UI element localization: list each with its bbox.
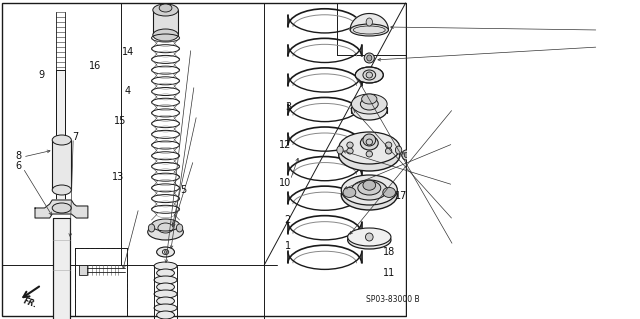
Text: 12: 12 xyxy=(278,140,291,150)
Ellipse shape xyxy=(362,94,377,104)
Ellipse shape xyxy=(159,4,172,12)
Ellipse shape xyxy=(52,135,71,145)
Polygon shape xyxy=(35,200,88,218)
Text: 14: 14 xyxy=(122,47,134,57)
Bar xyxy=(75,248,127,316)
Ellipse shape xyxy=(404,152,408,158)
Ellipse shape xyxy=(360,136,378,150)
Text: FR.: FR. xyxy=(22,296,39,310)
Ellipse shape xyxy=(385,142,392,148)
Bar xyxy=(79,265,86,275)
Ellipse shape xyxy=(339,132,400,164)
Ellipse shape xyxy=(402,150,411,160)
Text: 16: 16 xyxy=(89,61,101,71)
Ellipse shape xyxy=(154,290,177,298)
Ellipse shape xyxy=(148,224,184,240)
Ellipse shape xyxy=(360,98,378,110)
Text: 18: 18 xyxy=(383,247,396,257)
Ellipse shape xyxy=(152,219,180,231)
Ellipse shape xyxy=(341,175,397,205)
Text: 13: 13 xyxy=(112,172,124,182)
Ellipse shape xyxy=(341,180,397,210)
Ellipse shape xyxy=(154,262,177,270)
Text: 7: 7 xyxy=(72,132,79,142)
Ellipse shape xyxy=(363,70,376,80)
Ellipse shape xyxy=(153,29,179,41)
Ellipse shape xyxy=(153,4,179,16)
Text: 9: 9 xyxy=(38,70,45,80)
Ellipse shape xyxy=(337,146,343,154)
Ellipse shape xyxy=(148,224,155,232)
Bar xyxy=(56,70,65,210)
Text: SP03-83000 B: SP03-83000 B xyxy=(366,295,420,305)
Ellipse shape xyxy=(52,203,71,213)
Ellipse shape xyxy=(157,269,175,277)
Ellipse shape xyxy=(366,139,372,145)
Ellipse shape xyxy=(351,94,387,114)
Bar xyxy=(153,10,179,35)
Ellipse shape xyxy=(351,100,387,120)
Ellipse shape xyxy=(347,148,353,154)
Ellipse shape xyxy=(154,276,177,284)
Ellipse shape xyxy=(157,247,175,257)
Ellipse shape xyxy=(157,283,175,291)
Ellipse shape xyxy=(367,55,372,61)
Text: 15: 15 xyxy=(114,115,126,126)
Ellipse shape xyxy=(363,180,376,190)
Polygon shape xyxy=(350,13,388,30)
Ellipse shape xyxy=(52,185,71,195)
Ellipse shape xyxy=(157,297,175,305)
Ellipse shape xyxy=(366,72,372,78)
Ellipse shape xyxy=(366,18,372,26)
Ellipse shape xyxy=(383,187,396,197)
Ellipse shape xyxy=(363,134,376,146)
Ellipse shape xyxy=(365,233,373,241)
Text: 4: 4 xyxy=(124,86,131,96)
Ellipse shape xyxy=(348,231,391,249)
Ellipse shape xyxy=(355,67,383,83)
Ellipse shape xyxy=(366,151,372,157)
Ellipse shape xyxy=(343,187,356,197)
Text: 8: 8 xyxy=(15,151,22,161)
Text: 17: 17 xyxy=(396,191,408,201)
Text: 11: 11 xyxy=(383,268,396,278)
Ellipse shape xyxy=(164,250,167,254)
Ellipse shape xyxy=(347,142,353,148)
Ellipse shape xyxy=(157,311,175,319)
Ellipse shape xyxy=(177,224,183,232)
Ellipse shape xyxy=(353,26,385,34)
Ellipse shape xyxy=(339,139,400,171)
Ellipse shape xyxy=(358,181,381,195)
Text: 1: 1 xyxy=(285,241,291,251)
Text: 6: 6 xyxy=(15,161,22,171)
Bar xyxy=(52,140,71,190)
Ellipse shape xyxy=(348,228,391,246)
Text: 10: 10 xyxy=(278,178,291,189)
Bar xyxy=(75,248,127,316)
Ellipse shape xyxy=(350,24,388,36)
Ellipse shape xyxy=(396,146,402,154)
Ellipse shape xyxy=(364,53,374,63)
Text: 3: 3 xyxy=(285,102,291,112)
Ellipse shape xyxy=(385,148,392,154)
Bar xyxy=(54,218,70,319)
Ellipse shape xyxy=(351,180,387,200)
Text: 2: 2 xyxy=(285,215,291,225)
Ellipse shape xyxy=(154,304,177,312)
Text: 5: 5 xyxy=(180,185,187,195)
